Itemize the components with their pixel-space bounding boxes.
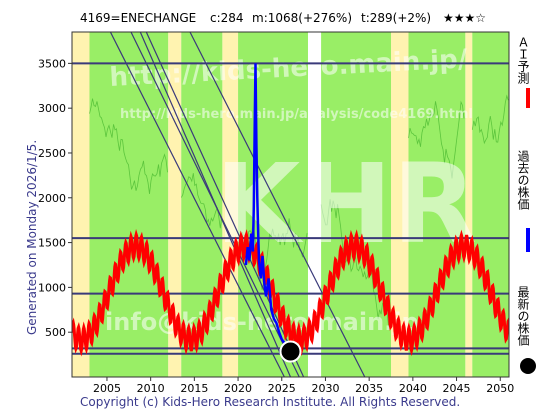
header-current: c:284 [210, 11, 244, 25]
y-tick-label: 2000 [38, 192, 66, 205]
x-tick-label: 2050 [486, 382, 514, 395]
trend-line [109, 32, 285, 377]
x-tick-label: 2035 [355, 382, 383, 395]
background-noise [89, 94, 509, 327]
y-tick-label: 1000 [38, 281, 66, 294]
header-ticker: 4169=ENECHANGE [80, 11, 196, 25]
legend: ＡＩ予測 過去の株価 最新の株価 [516, 36, 536, 374]
trend-line [139, 32, 292, 377]
x-tick-label: 2045 [443, 382, 471, 395]
x-tick-label: 2025 [268, 382, 296, 395]
x-tick-label: 2005 [93, 382, 121, 395]
x-tick-label: 2010 [137, 382, 165, 395]
yellow-band [391, 32, 409, 377]
legend-past-label: 過去の株価 [516, 150, 530, 210]
copyright: Copyright (c) Kids-Hero Research Institu… [80, 395, 460, 409]
trend-line [189, 32, 366, 377]
plot-frame [71, 31, 510, 378]
generated-date: Generated on Monday 2026/1/5. [25, 140, 39, 335]
noise-wiggle [408, 100, 465, 179]
legend-latest-label: 最新の株価 [516, 286, 530, 346]
legend-latest-swatch [520, 358, 536, 374]
x-tick-label: 2030 [311, 382, 339, 395]
header-rating: ★★★☆ [443, 11, 486, 25]
y-tick-label: 2500 [38, 147, 66, 160]
header-target: t:289(+2%) [361, 11, 431, 25]
noise-wiggle [320, 199, 391, 327]
x-tick-label: 2015 [180, 382, 208, 395]
legend-ai-label: ＡＩ予測 [516, 36, 530, 85]
x-axis-ticks: 2005 2010 2015 2020 2025 2030 2035 2040 2045 2050 [93, 377, 514, 395]
trend-line [130, 32, 300, 377]
watermark-url-small: http://kids-hero.main.jp/analysis/code41… [120, 107, 473, 122]
noise-wiggle [89, 98, 168, 195]
noise-wiggle [180, 173, 223, 229]
trend-line [145, 32, 305, 377]
y-tick-label: 3000 [38, 102, 66, 115]
latest-price-marker [279, 340, 302, 363]
header-max: m:1068(+276%) [252, 11, 352, 25]
x-tick-label: 2020 [224, 382, 252, 395]
y-axis-ticks: 500 1000 1500 2000 2500 3000 3500 [38, 57, 72, 339]
y-tick-label: 1500 [38, 237, 66, 250]
yellow-band [72, 32, 90, 377]
trend-lines [109, 32, 366, 377]
y-tick-label: 500 [45, 326, 66, 339]
x-tick-label: 2040 [399, 382, 427, 395]
past-price-line [244, 63, 291, 351]
yellow-band [465, 32, 473, 377]
y-tick-label: 3500 [38, 57, 66, 70]
noise-wiggle [471, 94, 509, 145]
